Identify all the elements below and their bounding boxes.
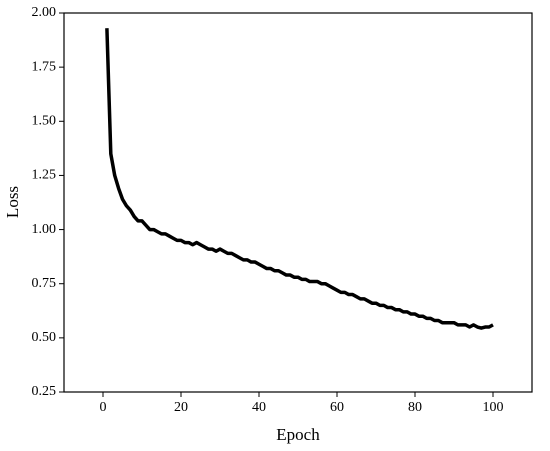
x-tick-label: 40 <box>252 400 266 415</box>
x-tick-label: 60 <box>330 400 344 415</box>
y-axis-title: Loss <box>3 186 22 218</box>
y-tick-label: 1.75 <box>32 59 57 74</box>
x-tick-label: 100 <box>483 400 504 415</box>
plot-frame <box>63 12 533 393</box>
y-tick-label: 0.75 <box>32 276 57 291</box>
x-tick-label: 20 <box>174 400 188 415</box>
y-tick-label: 1.00 <box>32 222 57 237</box>
y-tick-label: 1.50 <box>32 114 57 129</box>
y-tick-label: 2.00 <box>32 5 57 20</box>
y-tick-label: 0.50 <box>32 330 57 345</box>
x-tick-label: 0 <box>100 400 107 415</box>
loss-line <box>105 28 494 330</box>
y-tick-label: 0.25 <box>32 384 57 399</box>
x-axis-title: Epoch <box>276 425 320 444</box>
y-tick-label: 1.25 <box>32 168 57 183</box>
x-tick-label: 80 <box>408 400 422 415</box>
